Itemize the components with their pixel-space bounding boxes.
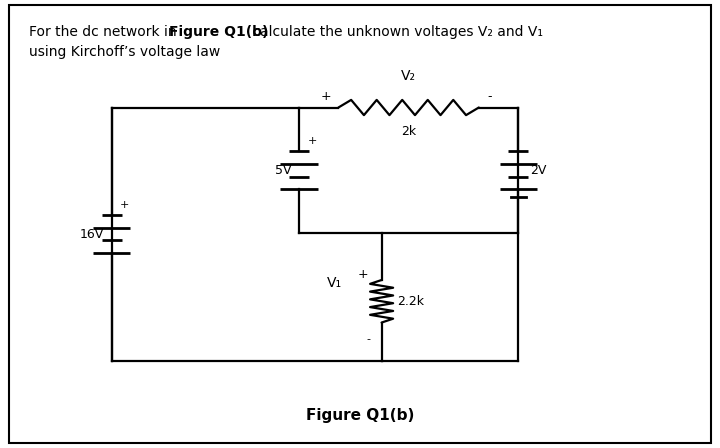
Text: -: - bbox=[487, 90, 492, 103]
FancyBboxPatch shape bbox=[9, 5, 711, 443]
Text: +: + bbox=[320, 90, 331, 103]
Text: 16V: 16V bbox=[80, 228, 104, 241]
Text: -: - bbox=[366, 334, 371, 344]
Text: 2k: 2k bbox=[401, 125, 416, 138]
Text: 2.2k: 2.2k bbox=[397, 295, 425, 308]
Text: V₂: V₂ bbox=[401, 69, 416, 83]
Text: using Kirchoff’s voltage law: using Kirchoff’s voltage law bbox=[29, 45, 220, 59]
Text: Figure Q1(b): Figure Q1(b) bbox=[306, 408, 414, 423]
Text: calculate the unknown voltages V₂ and V₁: calculate the unknown voltages V₂ and V₁ bbox=[248, 25, 544, 39]
Text: V₁: V₁ bbox=[327, 276, 342, 290]
Text: 2V: 2V bbox=[530, 164, 546, 177]
Text: +: + bbox=[307, 136, 317, 146]
Text: +: + bbox=[120, 200, 130, 210]
Text: +: + bbox=[358, 268, 369, 281]
Text: Figure Q1(b): Figure Q1(b) bbox=[169, 25, 269, 39]
Text: For the dc network in: For the dc network in bbox=[29, 25, 181, 39]
Text: 5V: 5V bbox=[275, 164, 292, 177]
